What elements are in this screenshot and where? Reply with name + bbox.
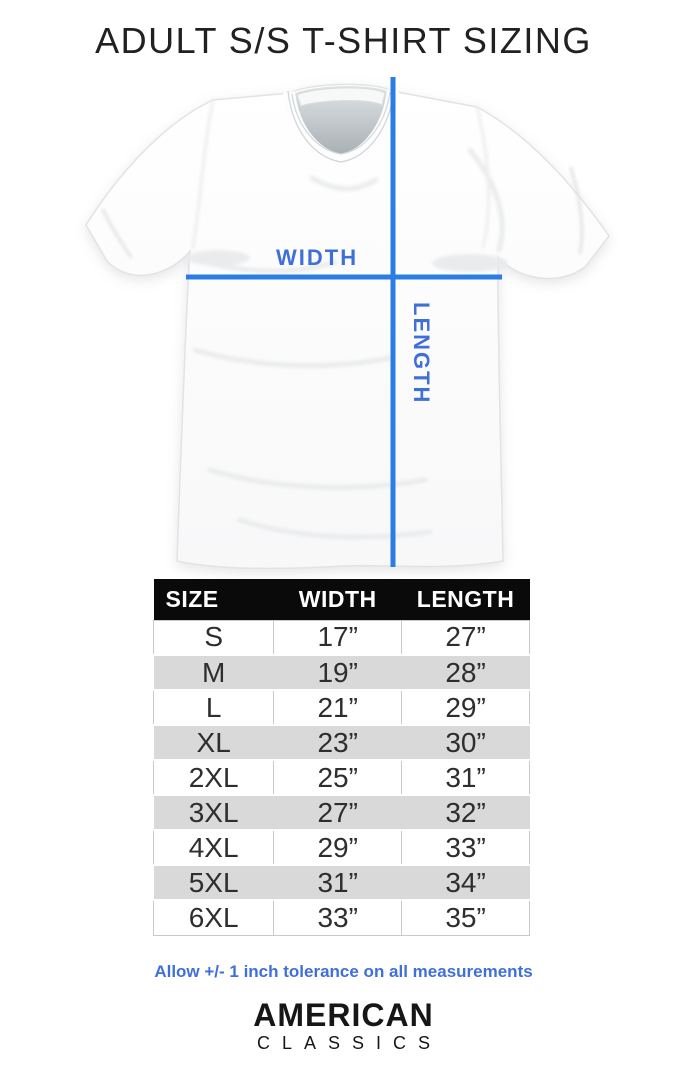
length-cell: 33” <box>401 829 530 866</box>
width-cell: 19” <box>273 654 402 691</box>
size-cell: 4XL <box>152 829 275 866</box>
length-cell: 31” <box>401 759 530 796</box>
table-row: L 21” 29” <box>152 689 530 726</box>
table-row: M 19” 28” <box>153 654 530 691</box>
table-row: S 17” 27” <box>152 619 530 656</box>
size-cell: XL <box>153 724 274 761</box>
width-cell: 27” <box>273 794 402 831</box>
column-header-length: LENGTH <box>401 579 530 620</box>
size-cell: L <box>152 689 275 726</box>
width-cell: 31” <box>273 864 402 901</box>
width-cell: 29” <box>273 829 403 866</box>
table-row: 5XL 31” 34” <box>153 864 530 901</box>
size-cell: 3XL <box>153 794 274 831</box>
length-cell: 35” <box>401 899 530 936</box>
width-cell: 25” <box>273 759 403 796</box>
size-cell: 2XL <box>152 759 275 796</box>
length-cell: 30” <box>401 724 530 761</box>
tshirt-silhouette <box>85 83 610 570</box>
size-cell: S <box>152 619 275 656</box>
size-cell: M <box>153 654 274 691</box>
fabric-wrinkles <box>101 98 584 540</box>
tolerance-note: Allow +/- 1 inch tolerance on all measur… <box>154 962 533 981</box>
size-table: SIZE WIDTH LENGTH S 17” 27” M 19” 28” L <box>152 579 530 936</box>
width-cell: 23” <box>273 724 402 761</box>
page-title: ADULT S/S T-SHIRT SIZING <box>95 20 592 61</box>
table-row: 2XL 25” 31” <box>152 759 530 796</box>
table-header-row: SIZE WIDTH LENGTH <box>153 579 530 620</box>
width-cell: 33” <box>273 899 403 936</box>
width-cell: 17” <box>273 619 403 656</box>
size-cell: 5XL <box>153 864 274 901</box>
column-header-size: SIZE <box>153 579 274 620</box>
brand-logo: AMERICAN CLASSICS <box>0 999 687 1052</box>
length-cell: 29” <box>401 689 530 726</box>
brand-subname: CLASSICS <box>256 1033 443 1053</box>
length-cell: 34” <box>401 864 530 901</box>
size-table-container: SIZE WIDTH LENGTH S 17” 27” M 19” 28” L <box>152 579 530 936</box>
column-header-width: WIDTH <box>273 579 402 620</box>
table-row: 4XL 29” 33” <box>152 829 530 866</box>
collar <box>283 86 399 167</box>
length-label: LENGTH <box>409 302 434 405</box>
length-cell: 27” <box>401 619 530 656</box>
width-label: WIDTH <box>276 245 359 270</box>
size-cell: 6XL <box>152 899 275 936</box>
length-cell: 32” <box>401 794 530 831</box>
tshirt-photo <box>85 77 610 570</box>
length-cell: 28” <box>401 654 530 691</box>
table-row: XL 23” 30” <box>153 724 530 761</box>
brand-name: AMERICAN <box>253 997 434 1033</box>
table-row: 3XL 27” 32” <box>153 794 530 831</box>
table-row: 6XL 33” 35” <box>152 899 530 936</box>
width-cell: 21” <box>273 689 403 726</box>
